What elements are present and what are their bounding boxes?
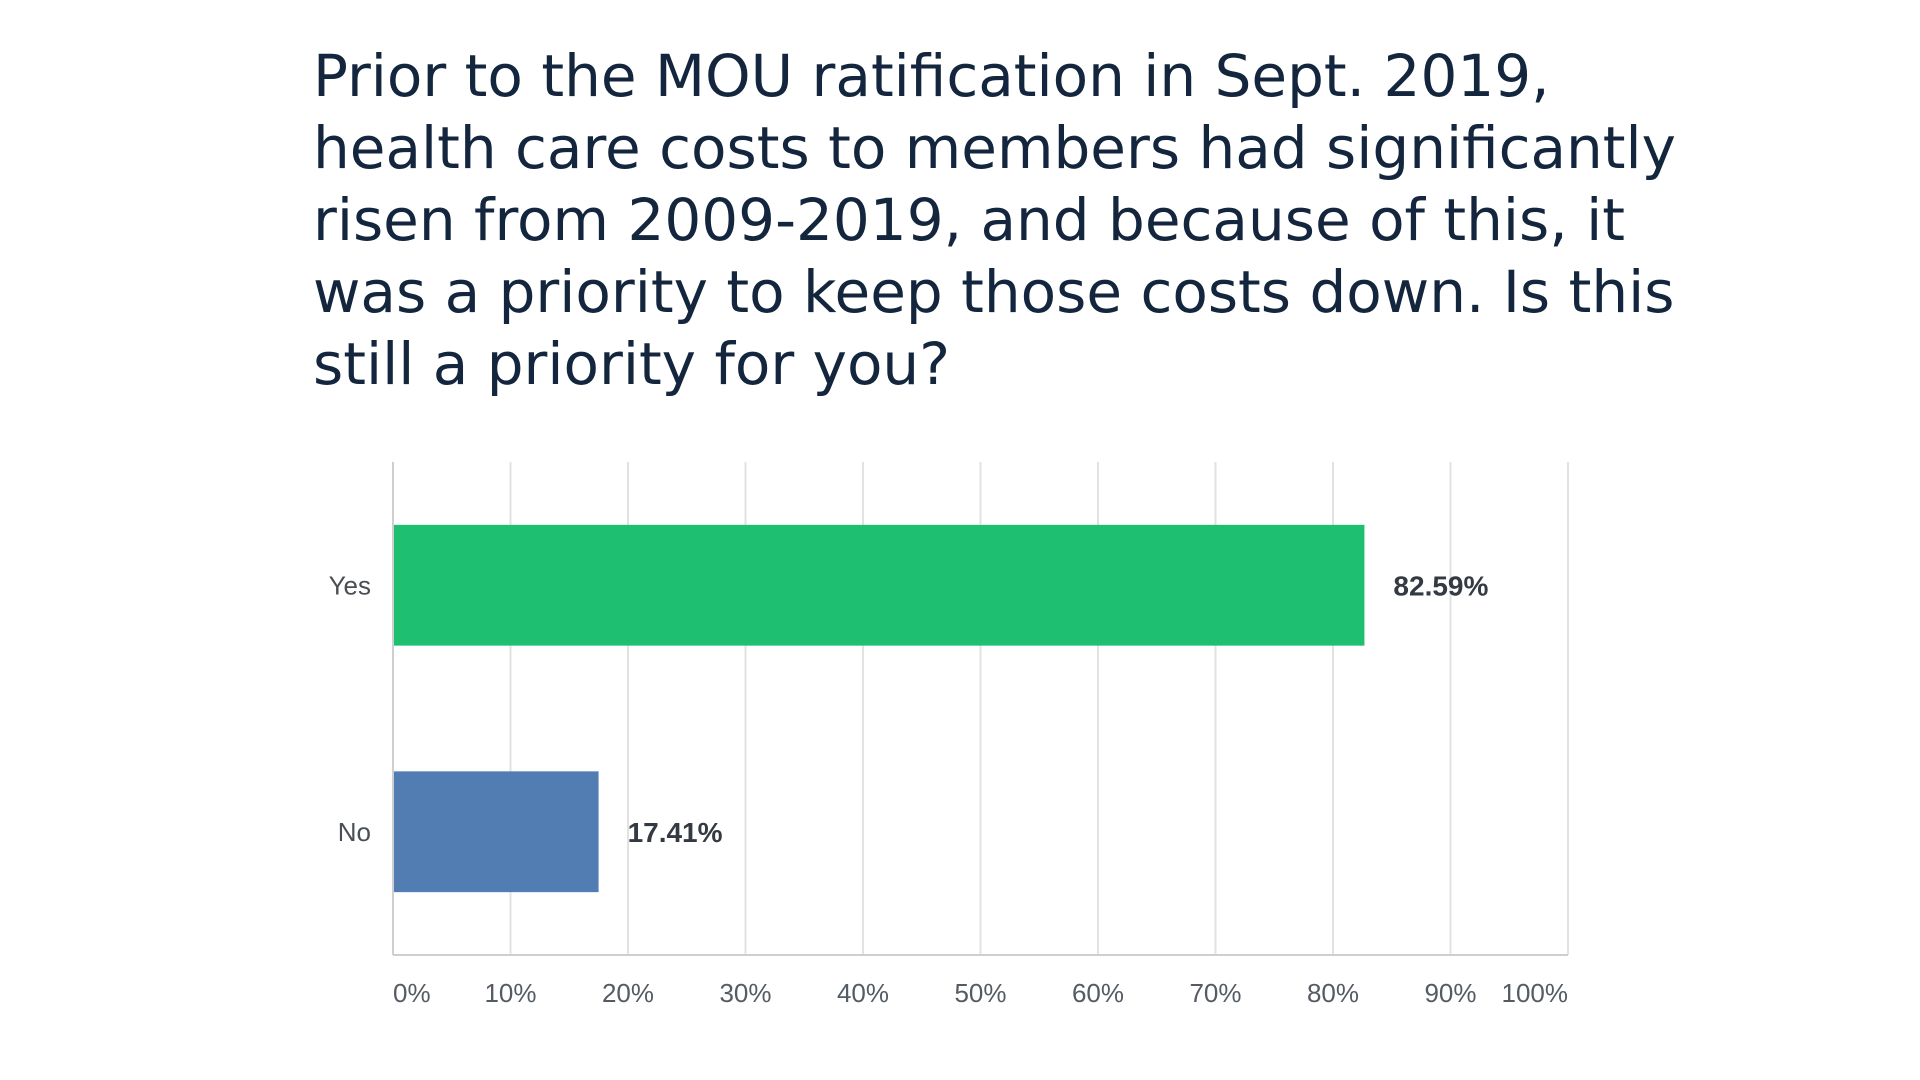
x-tick-label-70: 70% [1189,978,1241,1008]
x-tick-label-50: 50% [954,978,1006,1008]
x-tick-label-40: 40% [837,978,889,1008]
axes [392,462,1568,956]
category-labels: Yes No [329,570,371,847]
x-tick-label-60: 60% [1072,978,1124,1008]
value-label-no: 17.41% [628,817,723,848]
x-tick-labels: 0% 10% 20% 30% 40% 50% 60% 70% 80% 90% 100% [393,978,1568,1008]
chart-title: Prior to the MOU ratification in Sept. 2… [313,42,1676,398]
bars [394,524,1365,893]
bar-no [394,771,599,893]
value-labels: 82.59% 17.41% [628,570,1489,848]
bar-yes [394,524,1365,646]
x-tick-label-80: 80% [1307,978,1359,1008]
x-tick-label-30: 30% [719,978,771,1008]
x-tick-label-90: 90% [1424,978,1476,1008]
category-label-yes: Yes [329,570,371,600]
value-label-yes: 82.59% [1393,570,1488,601]
x-tick-label-100: 100% [1502,978,1569,1008]
x-tick-label-20: 20% [602,978,654,1008]
category-label-no: No [338,817,371,847]
x-tick-label-10: 10% [484,978,536,1008]
x-tick-label-0: 0% [393,978,431,1008]
